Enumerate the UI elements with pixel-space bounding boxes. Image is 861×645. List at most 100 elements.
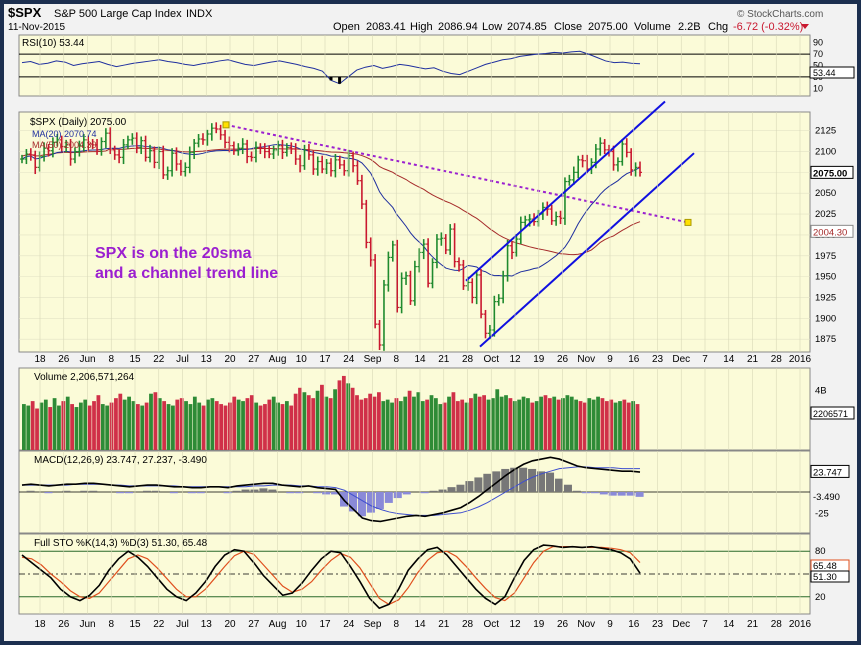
macd-histogram-bar xyxy=(259,488,268,492)
x-tick-label-bottom: 9 xyxy=(607,619,613,630)
volume-bar xyxy=(74,407,79,450)
x-tick-label-bottom: Jul xyxy=(176,619,189,630)
x-tick-label: 28 xyxy=(462,354,474,365)
macd-last-box xyxy=(810,464,850,478)
price-y-tick: 1875 xyxy=(815,334,836,345)
close-label: Close xyxy=(554,21,582,33)
volume-bar xyxy=(460,399,465,450)
x-tick-label: 14 xyxy=(414,354,426,365)
x-tick-label: Nov xyxy=(577,354,595,365)
macd-hist-label: -3.490 xyxy=(813,492,840,503)
volume-bar xyxy=(171,405,175,450)
macd-title: MACD(12,26,9) 23.747, 27.237, -3.490 xyxy=(34,455,207,466)
macd-histogram-bar xyxy=(393,492,402,499)
volume-bar xyxy=(306,395,311,450)
volume-bar xyxy=(22,404,26,450)
volume-bar xyxy=(140,405,145,450)
x-tick-label: 13 xyxy=(201,354,213,365)
volume-last-box xyxy=(810,406,855,420)
open-value: 2083.41 xyxy=(366,21,406,33)
volume-bar xyxy=(96,395,101,450)
volume-bar xyxy=(341,375,346,450)
x-tick-label: 8 xyxy=(393,354,399,365)
x-tick-label-bottom: 23 xyxy=(652,619,664,630)
channel-upper-line xyxy=(465,100,666,282)
x-tick-label: 15 xyxy=(129,354,141,365)
macd-histogram-bar xyxy=(483,473,492,492)
volume-bar xyxy=(26,405,31,450)
macd-histogram-bar xyxy=(581,492,590,494)
x-tick-label: 22 xyxy=(153,354,165,365)
volume-bar xyxy=(482,395,486,450)
high-label: High xyxy=(410,21,433,33)
volume-value: 2.2B xyxy=(678,21,701,33)
volume-bar xyxy=(504,395,508,450)
macd-histogram-bar xyxy=(492,471,501,492)
volume-bar xyxy=(241,401,245,450)
volume-bar xyxy=(157,398,162,450)
macd-histogram-bar xyxy=(313,492,322,494)
macd-histogram-bar xyxy=(286,492,295,494)
volume-bar xyxy=(626,402,631,450)
ma50-legend: MA(50) 2004.30 xyxy=(32,140,97,150)
volume-bar xyxy=(293,393,298,450)
exchange: INDX xyxy=(186,8,213,20)
volume-bar xyxy=(429,395,434,450)
x-tick-label-bottom: Oct xyxy=(483,619,499,630)
volume-bar xyxy=(517,399,522,450)
macd-histogram-bar xyxy=(232,490,241,492)
sto-title: Full STO %K(14,3) %D(3) 51.30, 65.48 xyxy=(34,538,208,549)
sto-k-last-label: 51.30 xyxy=(813,572,837,583)
volume-bar xyxy=(407,390,412,450)
sto-y-tick: 80 xyxy=(815,546,826,557)
volume-bar xyxy=(175,399,180,450)
volume-bar xyxy=(412,396,416,450)
volume-bar xyxy=(61,401,66,450)
volume-bar xyxy=(276,402,280,450)
x-tick-label: 20 xyxy=(224,354,236,365)
trendline-anchor-end xyxy=(684,218,692,226)
x-tick-label-bottom: Aug xyxy=(269,619,287,630)
macd-histogram-bar xyxy=(465,481,474,492)
volume-bar xyxy=(118,393,123,450)
x-tick-label-bottom: 15 xyxy=(129,619,141,630)
volume-bar xyxy=(569,396,574,450)
price-y-tick: 2125 xyxy=(815,126,836,137)
volume-bar xyxy=(447,396,451,450)
volume-bar xyxy=(144,402,149,450)
volume-bar xyxy=(223,405,228,450)
macd-histogram-bar xyxy=(268,489,277,492)
volume-bar xyxy=(530,402,535,450)
x-tick-label: 2016 xyxy=(789,354,812,365)
macd-histogram-bar xyxy=(590,492,599,494)
macd-histogram-bar xyxy=(626,492,635,496)
x-tick-label-bottom: 7 xyxy=(702,619,708,630)
x-tick-label-bottom: 16 xyxy=(628,619,640,630)
volume-bar xyxy=(197,402,202,450)
volume-layer: 4B 2206571 xyxy=(22,375,855,450)
x-tick-label-bottom: 21 xyxy=(438,619,450,630)
x-tick-label-bottom: 18 xyxy=(34,619,46,630)
volume-bar xyxy=(127,396,131,450)
rsi-y-tick: 10 xyxy=(813,83,823,93)
x-tick-label: Jun xyxy=(79,354,95,365)
x-tick-label: Sep xyxy=(364,354,382,365)
volume-bar xyxy=(70,404,74,450)
x-tick-label-bottom: 28 xyxy=(462,619,474,630)
x-tick-label: 10 xyxy=(296,354,308,365)
volume-bar xyxy=(324,396,329,450)
volume-bar xyxy=(302,392,307,450)
x-tick-label-bottom: 21 xyxy=(747,619,759,630)
macd-histogram-bar xyxy=(402,492,411,495)
symbol: $SPX xyxy=(8,5,42,20)
price-panel xyxy=(18,111,811,353)
high-value: 2086.94 xyxy=(438,21,478,33)
macd-histogram-bar xyxy=(384,492,393,503)
volume-bar xyxy=(398,401,403,450)
ma50-last-label: 2004.30 xyxy=(813,227,847,238)
volume-bar xyxy=(219,404,224,450)
x-tick-label-bottom: 10 xyxy=(296,619,308,630)
volume-bar xyxy=(609,399,614,450)
volume-bar xyxy=(271,396,276,450)
x-tick-label: 18 xyxy=(34,354,46,365)
